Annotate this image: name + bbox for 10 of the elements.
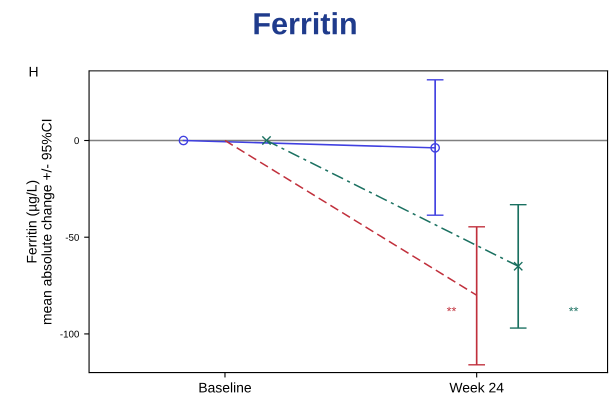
y-tick-label: -50 xyxy=(66,234,79,241)
annotation: ** xyxy=(446,306,456,312)
y-axis-title: Ferritin (µg/L) mean absolute change +/- 95%CI xyxy=(26,120,54,324)
x-tick-label: Baseline xyxy=(199,382,251,393)
chart-title: Ferritin xyxy=(254,12,356,35)
annotation: ** xyxy=(568,306,578,312)
y-tick-label: 0 xyxy=(74,137,79,144)
text: H xyxy=(30,66,38,76)
x-tick-label: Week 24 xyxy=(449,382,504,393)
y-tick-label: -100 xyxy=(60,330,79,338)
